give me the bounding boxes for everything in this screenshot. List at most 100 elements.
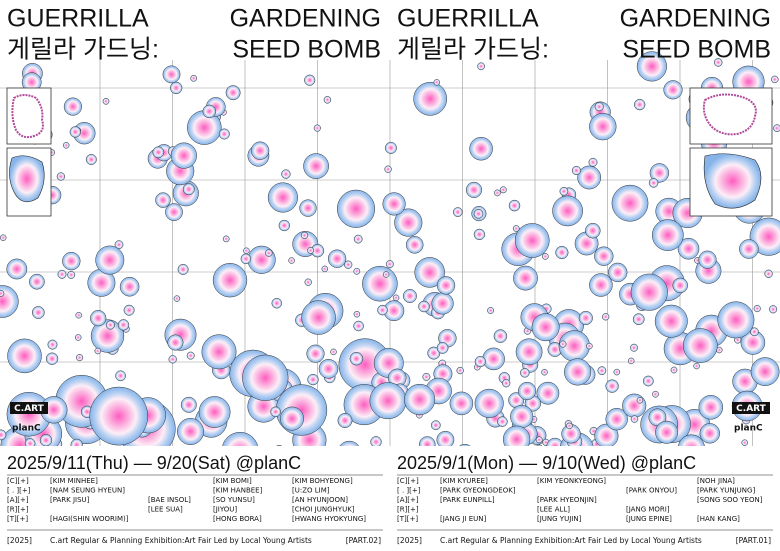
seed-bubble bbox=[384, 141, 397, 154]
seed-bubble bbox=[377, 304, 388, 316]
seed-bubble bbox=[243, 247, 250, 255]
title: GARDENING bbox=[620, 5, 771, 33]
seed-bubble bbox=[76, 354, 84, 362]
seed-bubble bbox=[39, 434, 53, 447]
seed-bubble bbox=[114, 240, 124, 250]
seed-bubble bbox=[212, 263, 248, 298]
seed-bubble bbox=[201, 334, 237, 370]
seed-bubble bbox=[588, 157, 598, 167]
map-insets bbox=[6, 87, 773, 217]
footer: [2025] bbox=[397, 536, 422, 545]
seed-bubble bbox=[578, 310, 593, 326]
seed-bubble bbox=[115, 370, 126, 382]
seed-bubble bbox=[123, 304, 135, 316]
artist-name: [NAM SEUNG HYEUN] bbox=[50, 487, 125, 495]
seed-bubble bbox=[278, 219, 290, 232]
seed-bubble bbox=[370, 436, 382, 448]
seed-bubble bbox=[177, 418, 204, 445]
seed-bubble bbox=[652, 390, 659, 398]
seed-bubble bbox=[155, 192, 171, 208]
row-label: [T][+] bbox=[397, 515, 418, 523]
seed-bubble bbox=[482, 347, 505, 371]
seed-bubble bbox=[753, 305, 761, 313]
seed-bubble bbox=[512, 225, 520, 232]
seed-bubble bbox=[90, 319, 125, 353]
seed-bubble bbox=[170, 81, 183, 95]
artist-name: [PARK EUNPILL] bbox=[440, 496, 495, 504]
seed-bubble bbox=[45, 352, 59, 365]
seed-bubble bbox=[29, 273, 45, 290]
seed-bubble bbox=[270, 406, 281, 418]
seed-bubble bbox=[180, 396, 197, 413]
seed-bubble bbox=[301, 300, 336, 335]
seed-bubble bbox=[69, 126, 81, 138]
seed-bubble bbox=[344, 260, 353, 269]
seed-bubble bbox=[566, 422, 573, 430]
seed-bubble bbox=[487, 307, 495, 314]
seed-bubble bbox=[117, 319, 130, 331]
seed-bubble bbox=[693, 362, 700, 370]
seed-bubble bbox=[330, 348, 337, 356]
seed-bubble bbox=[369, 382, 407, 420]
info-area bbox=[0, 446, 780, 551]
artist-name: [PARK GYEONGDEOK] bbox=[440, 487, 516, 495]
logo: C.ART bbox=[736, 404, 767, 414]
artist-name: [U:ZO LIM] bbox=[292, 487, 330, 495]
seed-bubble bbox=[304, 74, 316, 86]
seed-bubble bbox=[247, 245, 276, 274]
seed-bubble bbox=[313, 124, 321, 132]
seed-bubble bbox=[536, 381, 560, 405]
seed-bubble bbox=[225, 85, 241, 101]
seed-bubble bbox=[307, 373, 319, 386]
seed-bubble bbox=[474, 356, 486, 368]
seed-bubble bbox=[469, 136, 493, 161]
seed-bubble bbox=[636, 397, 644, 404]
artist-name: [KIM MINHEE] bbox=[50, 477, 98, 485]
logo: C.ART bbox=[14, 404, 45, 414]
poster-text: GUERRILLA GARDENING 게릴라 가드닝: SEED BOMB C.ART… bbox=[7, 5, 773, 545]
dates: 2025/9/11(Thu) — 9/20(Sat) @planC bbox=[7, 453, 301, 473]
seed-bubble bbox=[31, 306, 45, 319]
seed-bubble bbox=[392, 294, 400, 302]
row-label: [ . ][+] bbox=[397, 487, 421, 495]
seed-bubble bbox=[559, 186, 569, 196]
artist-name: [KIM HANBEE] bbox=[213, 487, 263, 495]
seed-bubble bbox=[165, 203, 183, 221]
seed-bubble bbox=[271, 297, 283, 309]
seed-bubble bbox=[555, 245, 569, 260]
seed-bubble bbox=[541, 253, 549, 260]
seed-bubble bbox=[413, 81, 448, 116]
seed-bubble bbox=[577, 165, 602, 190]
seed-bubble bbox=[630, 273, 668, 311]
seed-bubble bbox=[353, 234, 363, 244]
seed-bubble bbox=[518, 381, 537, 401]
footer: [2025] bbox=[7, 536, 32, 545]
seed-bubble bbox=[520, 368, 530, 378]
seed-bubble bbox=[300, 231, 309, 240]
seed-bubble bbox=[474, 388, 504, 418]
seed-bubble bbox=[95, 245, 125, 275]
artist-name: [PARK YUNJUNG] bbox=[697, 487, 755, 495]
seed-bubble bbox=[634, 98, 646, 111]
seed-bubble bbox=[85, 154, 97, 165]
seed-bubble bbox=[299, 199, 317, 217]
seed-bubble bbox=[382, 192, 406, 216]
seed-bubble bbox=[281, 169, 291, 179]
seed-bubble bbox=[57, 269, 67, 279]
logo: planC bbox=[734, 424, 763, 434]
seed-bubble bbox=[240, 253, 252, 265]
row-label: [R][+] bbox=[7, 506, 29, 514]
seed-bubble bbox=[651, 219, 684, 251]
seed-bubble bbox=[265, 249, 273, 257]
seed-bubble bbox=[89, 386, 149, 446]
seed-bubble bbox=[198, 396, 231, 428]
logo: planC bbox=[12, 424, 41, 434]
logo-badge bbox=[10, 402, 48, 414]
seed-bubble bbox=[508, 199, 521, 212]
seed-bubble bbox=[699, 423, 720, 444]
title: GUERRILLA bbox=[397, 5, 539, 33]
artist-name: [KIM BOMI] bbox=[213, 477, 252, 485]
seed-bubble bbox=[353, 320, 364, 332]
title: SEED BOMB bbox=[622, 36, 771, 64]
